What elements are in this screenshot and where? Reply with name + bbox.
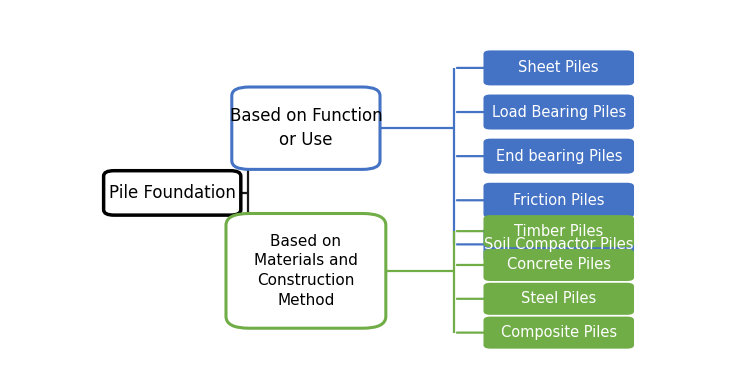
FancyBboxPatch shape: [232, 87, 380, 169]
Text: Timber Piles: Timber Piles: [514, 223, 603, 239]
Text: Composite Piles: Composite Piles: [501, 325, 616, 340]
Text: Pile Foundation: Pile Foundation: [109, 184, 236, 202]
Text: Based on Function
or Use: Based on Function or Use: [230, 107, 382, 149]
FancyBboxPatch shape: [484, 317, 634, 349]
Text: End bearing Piles: End bearing Piles: [496, 149, 622, 163]
Text: Based on
Materials and
Construction
Method: Based on Materials and Construction Meth…: [254, 234, 358, 308]
Text: Sheet Piles: Sheet Piles: [518, 60, 599, 75]
Text: Concrete Piles: Concrete Piles: [507, 257, 610, 272]
Text: Load Bearing Piles: Load Bearing Piles: [492, 105, 626, 120]
Text: Steel Piles: Steel Piles: [521, 291, 596, 306]
FancyBboxPatch shape: [484, 139, 634, 174]
FancyBboxPatch shape: [484, 215, 634, 247]
Text: Friction Piles: Friction Piles: [513, 193, 604, 208]
FancyBboxPatch shape: [484, 283, 634, 315]
Text: Soil Compactor Piles: Soil Compactor Piles: [484, 237, 634, 252]
FancyBboxPatch shape: [484, 183, 634, 218]
FancyBboxPatch shape: [484, 94, 634, 129]
FancyBboxPatch shape: [226, 214, 386, 328]
FancyBboxPatch shape: [484, 50, 634, 86]
FancyBboxPatch shape: [484, 249, 634, 281]
FancyBboxPatch shape: [484, 227, 634, 262]
FancyBboxPatch shape: [104, 171, 241, 215]
